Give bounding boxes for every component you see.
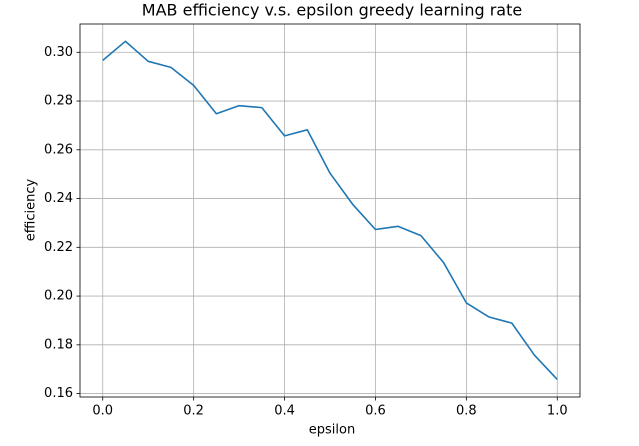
y-tick-label: 0.20 [44, 289, 73, 304]
y-tick-label: 0.22 [44, 240, 73, 255]
x-tick-label: 0.8 [456, 404, 477, 419]
y-tick-label: 0.30 [44, 45, 73, 60]
plot-frame [79, 23, 581, 398]
y-tick-label: 0.28 [44, 94, 73, 109]
x-tick-label: 1.0 [547, 404, 568, 419]
y-axis-label: efficiency [24, 178, 39, 241]
y-tick-label: 0.16 [44, 386, 73, 401]
y-tick-label: 0.24 [44, 191, 73, 206]
x-tick-label: 0.6 [365, 404, 386, 419]
chart-title: MAB efficiency v.s. epsilon greedy learn… [142, 1, 522, 20]
data-line [102, 40, 558, 380]
x-tick-label: 0.0 [92, 404, 113, 419]
x-axis-label: epsilon [309, 423, 355, 438]
y-tick-label: 0.18 [44, 337, 73, 352]
x-tick-label: 0.4 [274, 404, 295, 419]
y-tick-label: 0.26 [44, 142, 73, 157]
x-tick-label: 0.2 [183, 404, 204, 419]
